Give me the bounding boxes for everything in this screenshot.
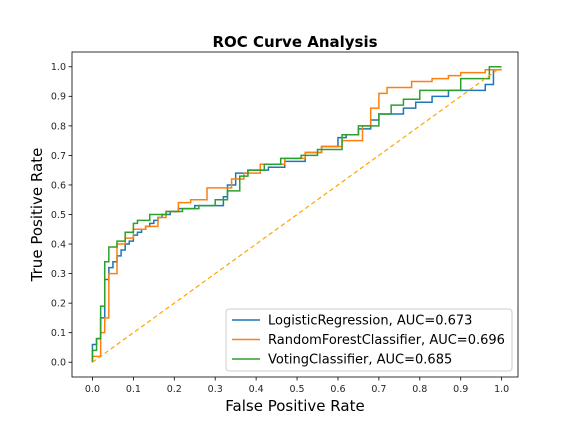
legend-label: VotingClassifier, AUC=0.685 (268, 353, 452, 368)
y-tick-label: 0.8 (51, 121, 66, 132)
x-tick-label: 0.9 (453, 384, 468, 395)
x-tick-label: 0.0 (85, 384, 100, 395)
y-tick-label: 1.0 (51, 62, 66, 73)
y-tick-label: 0.1 (51, 328, 66, 339)
x-tick-label: 1.0 (494, 384, 509, 395)
legend-box (225, 308, 513, 372)
x-axis-label: False Positive Rate (225, 397, 364, 415)
series-lines (91, 66, 502, 363)
x-tick-label: 0.5 (289, 384, 304, 395)
x-tick-label: 0.3 (208, 384, 223, 395)
legend-label: RandomForestClassifier, AUC=0.696 (268, 333, 505, 348)
y-tick-label: 0.3 (51, 269, 66, 280)
y-tick-label: 0.2 (51, 299, 66, 310)
x-tick-label: 0.4 (249, 384, 264, 395)
chart-title: ROC Curve Analysis (212, 33, 377, 51)
x-tick-label: 0.6 (330, 384, 345, 395)
y-tick-label: 0.5 (51, 210, 66, 221)
x-tick-label: 0.2 (167, 384, 182, 395)
y-axis-label: True Positive Rate (28, 148, 46, 283)
y-tick-label: 0.9 (51, 92, 66, 103)
x-tick-label: 0.7 (371, 384, 386, 395)
y-tick-label: 0.7 (51, 151, 66, 162)
y-tick-label: 0.0 (51, 358, 66, 369)
legend-label: LogisticRegression, AUC=0.673 (268, 314, 472, 329)
axis-ticks: 0.0 0.1 0.2 0.3 0.4 0.5 0.6 0.7 0.8 0.9 1.0 0.0 0.1 0… (51, 62, 509, 395)
x-tick-label: 0.1 (126, 384, 141, 395)
series-line-1 (91, 68, 502, 363)
x-tick-label: 0.8 (412, 384, 427, 395)
chance-diagonal-line (92, 66, 502, 363)
legend: LogisticRegression, AUC=0.673 RandomFores… (225, 308, 513, 372)
y-tick-label: 0.4 (51, 239, 66, 250)
y-tick-label: 0.6 (51, 180, 66, 191)
series-line-2 (91, 66, 502, 363)
